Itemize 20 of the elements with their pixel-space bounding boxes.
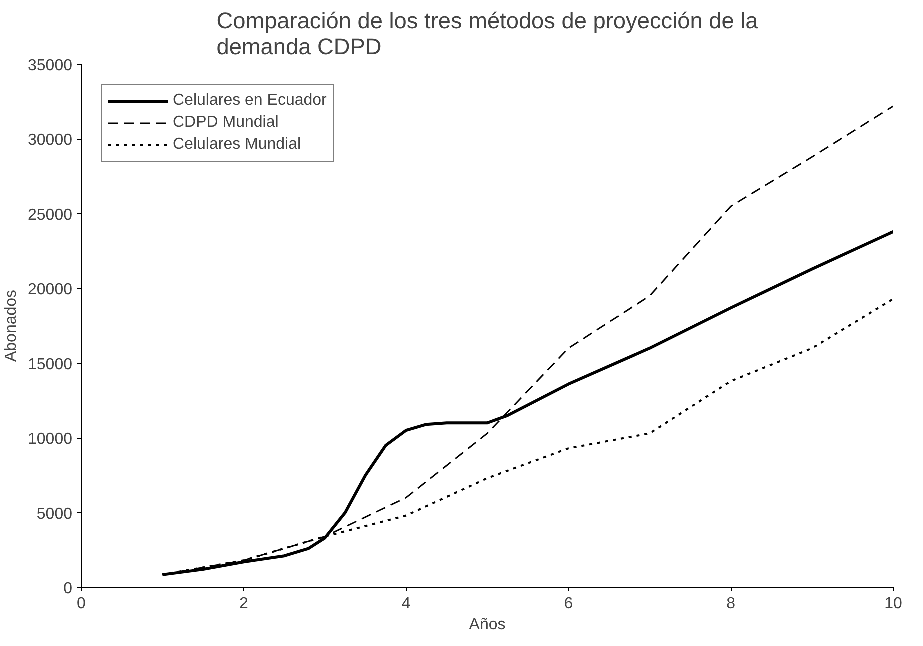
y-tick-label: 5000 bbox=[36, 506, 73, 523]
legend-label: CDPD Mundial bbox=[173, 114, 279, 132]
x-tick-label: 6 bbox=[564, 596, 574, 612]
chart-title: Comparación de los tres métodos de proyección de la demanda CDPD bbox=[216, 8, 759, 60]
y-tick-label: 25000 bbox=[28, 206, 73, 224]
y-axis-title: Abonados bbox=[3, 290, 20, 362]
y-tick-label: 20000 bbox=[28, 282, 73, 299]
x-tick-label: 0 bbox=[77, 596, 86, 612]
y-tick-label: 30000 bbox=[28, 132, 73, 150]
x-tick-label: 8 bbox=[726, 596, 736, 612]
y-tick-label: 0 bbox=[64, 580, 73, 598]
y-tick-label: 15000 bbox=[28, 356, 73, 374]
x-tick-label: 4 bbox=[402, 596, 411, 612]
legend-label: Celulares Mundial bbox=[173, 136, 302, 154]
x-tick-label: 10 bbox=[884, 596, 902, 612]
x-axis-title: Años bbox=[469, 616, 506, 634]
x-tick-label: 2 bbox=[239, 596, 248, 612]
y-tick-label: 35000 bbox=[28, 58, 73, 74]
y-tick-label: 10000 bbox=[28, 431, 73, 448]
legend-label: Celulares en Ecuador bbox=[173, 92, 327, 110]
